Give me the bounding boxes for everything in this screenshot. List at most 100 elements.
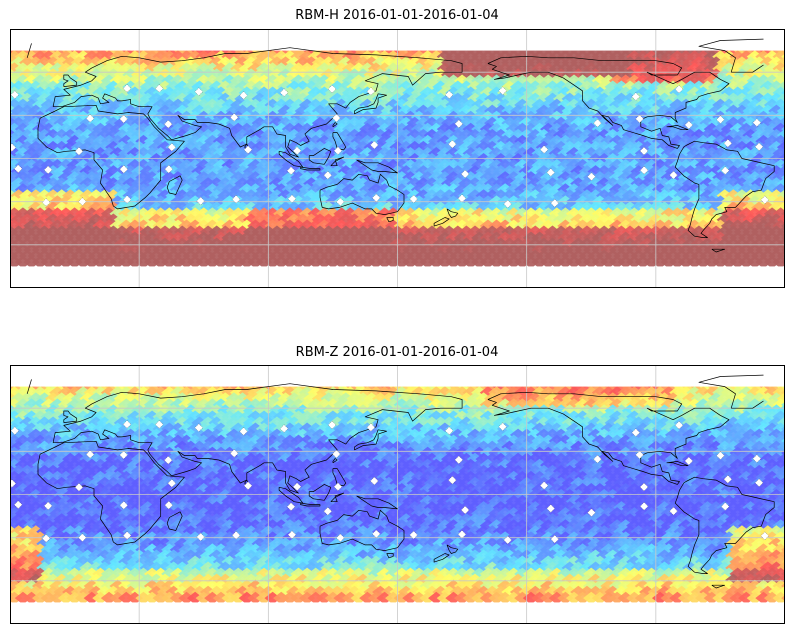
field-cell [531,398,548,412]
field-cell [251,440,268,454]
field-cell [505,231,522,245]
field-cell [479,398,497,412]
coastline-greenland [26,38,764,73]
field-cell [746,422,764,436]
field-cell [385,146,402,160]
field-cell [234,237,251,251]
field-cell [178,231,195,245]
field-cell [238,219,255,233]
field-cell [626,410,643,424]
field-cell [208,140,225,154]
field-cell [514,207,531,221]
field-cell [703,255,720,269]
field-cell [346,416,363,430]
field-cell [247,458,264,472]
field-cell [230,410,247,424]
field-cell [100,410,118,424]
field-cell [333,219,350,233]
field-cell [587,428,604,442]
field-cell [578,92,596,106]
field-cell [14,434,32,448]
field-cell [109,207,126,221]
field-cell [617,410,634,424]
field-cell [148,428,165,442]
field-cell [755,219,772,233]
field-cell [324,255,342,269]
field-cell [44,56,62,70]
field-cell [354,92,372,106]
field-cell [31,146,49,160]
field-cell [83,146,100,160]
field-cell [677,146,695,160]
field-cell [44,237,62,251]
field-cell [36,416,53,430]
field-cell [587,92,604,106]
field-cell [208,452,225,466]
field-cell [462,255,479,269]
field-cell [208,416,225,430]
field-cell [186,255,204,269]
field-cell [337,416,355,430]
field-cell [496,231,514,245]
field-cell [217,225,234,239]
field-cell [406,440,423,454]
station-marker [635,114,644,124]
field-cell [100,398,118,412]
field-cell [217,428,234,442]
field-cell [14,422,32,436]
field-cell [268,237,286,251]
field-cell [230,62,247,76]
field-cell [759,404,776,418]
field-cell [720,159,738,172]
field-cell [626,219,643,233]
field-cell [565,146,583,160]
field-cell [716,428,733,442]
field-cell [161,207,178,221]
field-cell [208,189,225,202]
field-cell [725,56,742,70]
field-cell [578,165,596,178]
field-cell [402,446,419,460]
field-cell [31,207,49,221]
field-cell [70,225,88,239]
field-cell [70,213,88,227]
field-cell [453,410,471,424]
field-cell [92,434,109,448]
field-cell [608,410,626,424]
field-cell [264,231,281,245]
field-cell [92,207,109,221]
field-cell [316,434,333,448]
field-cell [535,416,553,430]
field-cell [695,446,712,460]
field-cell [27,392,45,406]
field-cell [199,404,217,418]
field-cell [70,416,88,430]
field-cell [531,207,548,221]
field-cell [695,207,712,221]
field-cell [492,237,510,251]
field-cell [595,416,613,430]
field-cell [135,159,152,172]
field-cell [488,231,505,245]
field-cell [716,392,733,406]
station-marker [669,170,678,180]
station-marker [587,172,596,181]
field-cell [199,249,217,263]
field-cell [570,92,587,106]
field-cell [703,159,720,172]
field-cell [471,255,488,269]
field-cell [251,56,268,70]
field-cell [608,398,626,412]
field-cell [324,231,342,245]
field-cell [238,62,255,76]
field-cell [66,434,83,448]
field-cell [290,422,307,436]
field-cell [92,231,109,245]
field-cell [763,255,781,269]
field-cell [669,207,686,221]
field-cell [755,422,772,436]
field-cell [621,92,639,106]
field-cell [92,219,109,233]
field-cell [14,159,32,172]
field-cell [152,398,169,412]
